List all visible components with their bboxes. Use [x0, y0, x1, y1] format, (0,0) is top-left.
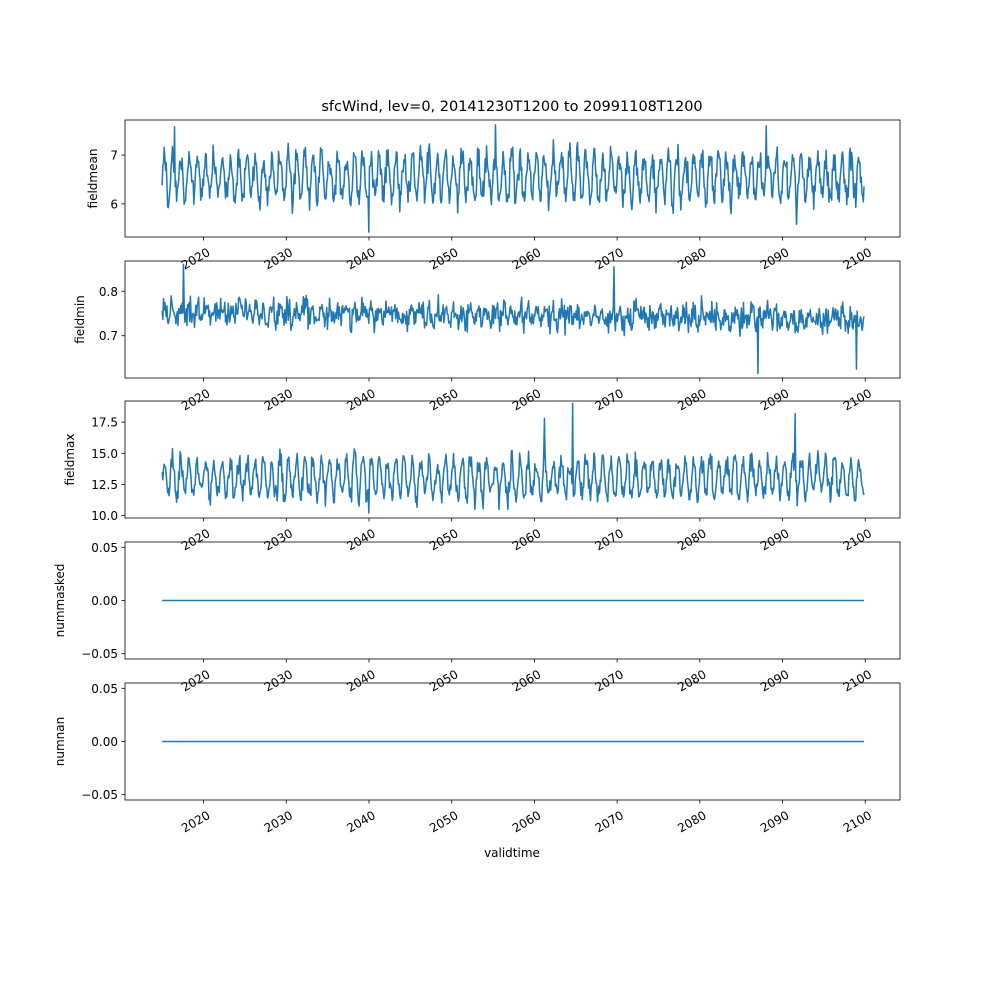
y-tick-label: 0.8: [99, 285, 118, 299]
y-tick-label: −0.05: [81, 647, 118, 661]
axes-frame: [124, 260, 901, 379]
x-tick-label: 2080: [675, 808, 708, 835]
y-axis-label-fieldmax: fieldmax: [63, 433, 77, 485]
y-tick-label: 7: [110, 149, 118, 163]
panel-fieldmax: 10.0 12.5 15.0 17.5 2020 2030 2040 2050 2060 2070…: [63, 400, 901, 553]
panel-fieldmin: 0.7 0.8 2020 2030 2040 2050 2060 2070 2080 2090 21…: [73, 260, 901, 413]
y-tick-label: 0.7: [99, 329, 118, 343]
y-tick-label: 0.05: [91, 682, 118, 696]
x-tick-label: 2080: [675, 245, 708, 272]
x-tick-label: 2060: [510, 808, 543, 835]
x-tick-label: 2100: [841, 245, 874, 272]
x-tick-label: 2090: [758, 245, 791, 272]
x-tick-label: 2040: [344, 245, 377, 272]
y-tick-label: 6: [110, 197, 118, 211]
x-tick-label: 2050: [427, 667, 460, 694]
x-tick-label: 2060: [510, 245, 543, 272]
x-tick-label: 2070: [593, 386, 626, 413]
x-tick-label: 2100: [841, 667, 874, 694]
y-axis-label-fieldmean: fieldmean: [86, 149, 100, 209]
x-tick-label: 2070: [593, 667, 626, 694]
x-tick-label: 2080: [675, 386, 708, 413]
x-tick-label: 2100: [841, 526, 874, 553]
panel-nummasked: −0.05 0.00 0.05 2020 2030 2040 2050 2060 2070 208…: [53, 541, 901, 694]
x-tick-label: 2070: [593, 526, 626, 553]
series-line-fieldmin: [161, 263, 865, 375]
x-tick-label: 2030: [262, 808, 295, 835]
y-tick-label: −0.05: [81, 788, 118, 802]
y-axis-label-nummasked: nummasked: [53, 564, 67, 638]
x-tick-label: 2050: [427, 526, 460, 553]
y-tick-label: 10.0: [91, 509, 118, 523]
x-tick-label: 2030: [262, 526, 295, 553]
x-tick-label: 2040: [344, 808, 377, 835]
x-tick-label: 2060: [510, 667, 543, 694]
x-tick-label: 2030: [262, 245, 295, 272]
y-tick-label: 0.00: [91, 594, 118, 608]
x-tick-label: 2090: [758, 526, 791, 553]
series-line-fieldmean: [161, 124, 865, 233]
x-tick-label: 2090: [758, 386, 791, 413]
x-tick-label: 2050: [427, 386, 460, 413]
series-line-fieldmax: [161, 402, 865, 514]
figure-title: sfcWind, lev=0, 20141230T1200 to 2099110…: [321, 99, 702, 115]
x-tick-label: 2040: [344, 526, 377, 553]
x-tick-label: 2100: [841, 386, 874, 413]
y-tick-label: 0.05: [91, 541, 118, 555]
x-tick-label: 2030: [262, 386, 295, 413]
x-tick-label: 2050: [427, 245, 460, 272]
x-tick-label: 2020: [179, 526, 212, 553]
axes-frame: [124, 400, 901, 519]
x-tick-label: 2030: [262, 667, 295, 694]
x-tick-label: 2090: [758, 667, 791, 694]
x-tick-label: 2040: [344, 386, 377, 413]
x-tick-label: 2080: [675, 526, 708, 553]
x-tick-label: 2050: [427, 808, 460, 835]
x-tick-label: 2040: [344, 667, 377, 694]
x-tick-label: 2090: [758, 808, 791, 835]
y-tick-label: 15.0: [91, 447, 118, 461]
x-tick-label: 2020: [179, 386, 212, 413]
x-tick-label: 2020: [179, 808, 212, 835]
axes-frame: [124, 119, 901, 238]
x-tick-label: 2070: [593, 808, 626, 835]
x-tick-label: 2020: [179, 667, 212, 694]
x-tick-label: 2060: [510, 526, 543, 553]
x-tick-label: 2070: [593, 245, 626, 272]
y-axis-label-fieldmin: fieldmin: [73, 295, 87, 344]
x-tick-label: 2060: [510, 386, 543, 413]
panel-numnan: −0.05 0.00 0.05 2020 2030 2040 2050 2060 2070 208…: [53, 682, 901, 835]
y-tick-label: 12.5: [91, 478, 118, 492]
x-tick-label: 2080: [675, 667, 708, 694]
y-tick-label: 17.5: [91, 416, 118, 430]
x-axis-label: validtime: [484, 846, 540, 860]
panels: 6 7 2020 2030 2040 2050 2060 2070 2080 2090 2100 fi…: [53, 119, 901, 835]
y-axis-label-numnan: numnan: [53, 717, 67, 766]
y-tick-label: 0.00: [91, 735, 118, 749]
x-tick-label: 2100: [841, 808, 874, 835]
